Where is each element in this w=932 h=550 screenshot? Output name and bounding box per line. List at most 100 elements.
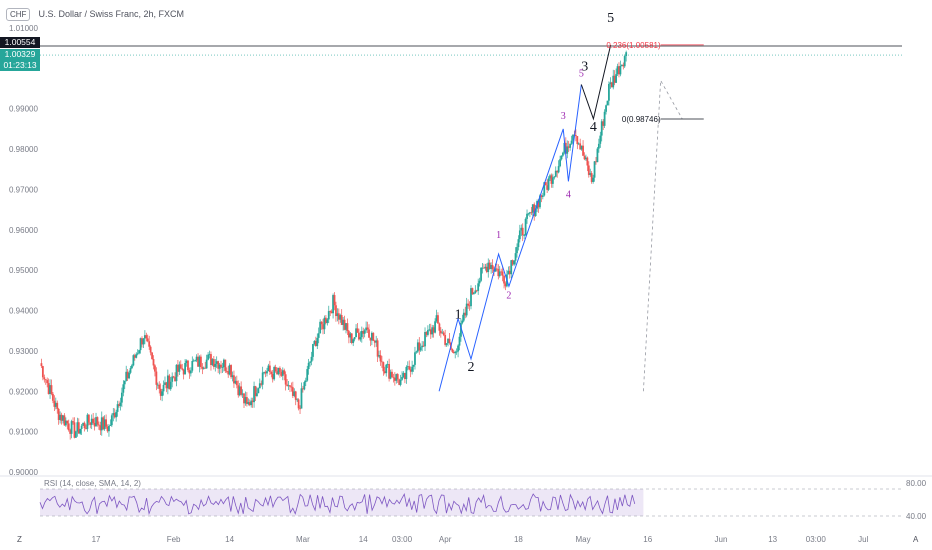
price-candle (589, 173, 592, 175)
price-candle (495, 268, 498, 270)
price-candle (330, 311, 333, 314)
price-candle (606, 100, 609, 106)
x-tick-label: 16 (643, 535, 652, 544)
price-candle (609, 82, 612, 85)
y-tick-label: 1.01000 (9, 24, 38, 33)
price-candle (360, 330, 363, 338)
price-candle (471, 288, 474, 295)
price-candle (582, 145, 584, 156)
price-candle (77, 422, 80, 434)
rsi-band (40, 489, 644, 516)
price-candle (485, 266, 488, 273)
price-candle (207, 354, 209, 360)
current-price-tag: 1.00329 (0, 49, 40, 60)
wave-label-minor: 5 (579, 68, 584, 79)
price-candle (299, 408, 301, 410)
price-candle (521, 227, 524, 236)
wave-label-major: 5 (607, 11, 614, 26)
price-candle (372, 332, 375, 341)
price-candle (215, 361, 218, 364)
price-candle (503, 275, 505, 284)
price-candle (533, 204, 536, 217)
price-candle (404, 372, 406, 380)
price-candle (429, 329, 432, 335)
price-candle (165, 382, 168, 389)
auto-scale-button[interactable]: A (913, 535, 919, 544)
price-candle (343, 319, 346, 330)
x-tick-label: 14 (359, 535, 368, 544)
price-candle (66, 420, 69, 424)
price-candle (143, 335, 146, 339)
price-candle (256, 393, 258, 396)
price-candle (520, 227, 523, 231)
price-candle (494, 268, 497, 272)
price-candle (310, 356, 313, 362)
price-candle (347, 331, 350, 338)
y-tick-label: 0.99000 (9, 105, 38, 114)
price-candle (276, 371, 278, 375)
price-candle (478, 280, 481, 284)
price-candle (123, 380, 126, 385)
price-candle (497, 269, 500, 277)
price-candle (47, 383, 50, 395)
price-candle (302, 388, 304, 390)
price-candle (388, 364, 391, 379)
price-candle (214, 363, 217, 367)
price-candle (274, 367, 277, 372)
price-candle (576, 136, 579, 145)
price-candle (457, 345, 459, 352)
price-candle (408, 366, 411, 370)
price-candle (141, 338, 143, 345)
price-candle (362, 330, 365, 334)
price-candle (109, 425, 112, 426)
price-candle (375, 340, 378, 343)
price-candle (230, 365, 232, 378)
price-candle (556, 170, 559, 173)
price-candle (511, 260, 514, 265)
price-candle (612, 75, 615, 88)
price-candle (523, 235, 526, 236)
price-candle (613, 75, 616, 83)
price-candle (99, 425, 102, 431)
price-candle (355, 328, 357, 338)
price-candle (427, 330, 429, 335)
price-candle (69, 430, 72, 434)
symbol-badge[interactable]: CHF (6, 7, 31, 21)
price-candle (458, 336, 461, 346)
price-candle (498, 271, 501, 277)
price-candle (418, 342, 421, 351)
price-candle (317, 333, 320, 338)
price-candle (507, 270, 510, 275)
price-candle (291, 387, 294, 396)
price-candle (313, 340, 316, 345)
price-candle (303, 382, 306, 390)
price-candle (540, 195, 543, 197)
price-candle (212, 359, 215, 367)
price-candle (312, 344, 314, 357)
price-candle (287, 385, 290, 387)
price-candle (64, 420, 67, 426)
price-candle (336, 313, 339, 317)
price-candle (547, 178, 550, 190)
price-candle (586, 157, 589, 166)
price-candle (368, 329, 370, 338)
price-candle (90, 418, 93, 425)
price-candle (110, 415, 113, 426)
price-candle (253, 386, 255, 403)
wave-label-major: 2 (468, 360, 475, 375)
price-candle (596, 148, 599, 163)
price-candle (149, 346, 152, 353)
price-candle (603, 111, 606, 126)
price-candle (225, 370, 228, 372)
price-candle (445, 343, 448, 345)
price-candle (335, 305, 337, 317)
price-candle (409, 369, 412, 372)
price-candle (240, 386, 243, 395)
countdown-tag: 01:23:13 (0, 60, 40, 71)
price-candle (258, 383, 261, 389)
zoom-icon[interactable]: Z (17, 535, 22, 544)
price-candle (500, 271, 503, 273)
price-candle (202, 367, 205, 369)
price-candle (304, 380, 307, 383)
